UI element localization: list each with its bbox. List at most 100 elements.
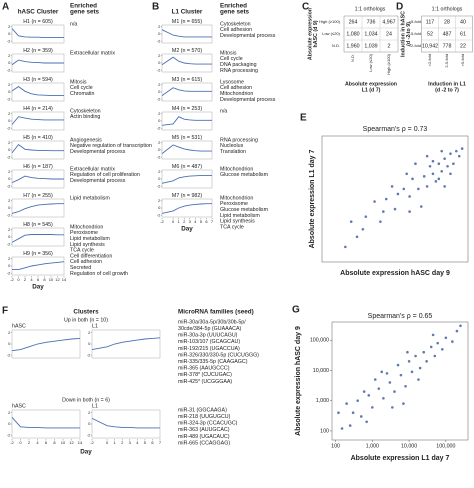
y-tick-label: -2 bbox=[7, 241, 11, 246]
x-tick-label: 3 bbox=[129, 440, 132, 445]
point bbox=[451, 340, 454, 343]
x-tick-label: 10,000 bbox=[401, 443, 417, 449]
y-tick-label: 2 bbox=[158, 198, 161, 203]
point bbox=[455, 149, 458, 153]
gene-set: Glucose metabolism bbox=[220, 207, 269, 213]
gene-set: Chromatin bbox=[70, 91, 94, 97]
x-tick-label: 14 bbox=[62, 277, 67, 282]
clusters-header: Clusters bbox=[73, 309, 99, 316]
point bbox=[425, 360, 428, 363]
point bbox=[382, 210, 385, 213]
cluster-name: H5 (n = 410) bbox=[23, 135, 53, 141]
mirna-header: MicroRNA families (seed) bbox=[178, 309, 254, 316]
mirna: miR-324-3p (CCACUGC) bbox=[178, 421, 238, 427]
x-axis-title: Day bbox=[80, 449, 92, 456]
table-cell: 1,960 bbox=[346, 43, 359, 49]
x-tick-label: 2 bbox=[24, 277, 27, 282]
table-cell: 1,039 bbox=[364, 43, 377, 49]
y-tick-label: 2 bbox=[8, 198, 11, 203]
trend-line bbox=[91, 337, 161, 351]
row-label: <2-fold bbox=[409, 43, 421, 48]
point bbox=[365, 420, 368, 424]
trend-line bbox=[11, 86, 64, 97]
point bbox=[379, 220, 382, 223]
sets-header: gene sets bbox=[220, 9, 250, 16]
col-label: <2-fold bbox=[427, 54, 432, 66]
y-tick-label: -2 bbox=[157, 212, 161, 217]
y-tick-label: 2 bbox=[8, 24, 11, 29]
y-tick-label: 2 bbox=[158, 111, 161, 116]
plot-frame bbox=[321, 135, 469, 263]
point bbox=[441, 348, 444, 351]
row-label: N.D. bbox=[332, 43, 340, 48]
col-label: High (≥100) bbox=[386, 53, 391, 75]
point bbox=[393, 390, 396, 393]
panel-label: E bbox=[300, 113, 307, 124]
y-tick-label: 0 bbox=[8, 118, 11, 123]
mirna: miR-30a-3p (UUUCAGU) bbox=[178, 333, 238, 339]
cluster-name: H9 (n = 356) bbox=[23, 251, 53, 257]
point bbox=[402, 402, 405, 405]
gene-set: Cell adhesion bbox=[70, 259, 102, 265]
point bbox=[404, 384, 407, 388]
point bbox=[417, 187, 420, 191]
y-tick-label: 0 bbox=[158, 118, 161, 123]
gene-set: Nucleolus bbox=[220, 143, 244, 149]
cluster-name: H2 (n = 359) bbox=[23, 48, 53, 54]
y-tick-label: 0 bbox=[8, 341, 11, 346]
table-cell: 2 bbox=[388, 43, 391, 49]
gene-set: DNA packaging bbox=[220, 62, 257, 68]
point bbox=[340, 427, 344, 430]
row-title: Absolute expression bbox=[307, 8, 313, 60]
x-tick-label: 10 bbox=[61, 440, 66, 445]
trend-line bbox=[161, 174, 212, 184]
y-tick-label: 1,000 bbox=[316, 398, 329, 404]
point bbox=[410, 370, 414, 374]
x-tick-label: 12 bbox=[69, 440, 74, 445]
y-tick-label: 0 bbox=[8, 60, 11, 65]
trend-line bbox=[11, 416, 80, 429]
panel-label: D bbox=[396, 2, 403, 13]
trend-line bbox=[11, 203, 64, 214]
cluster-name: H7 (n = 255) bbox=[23, 193, 53, 199]
cluster-name: H3 (n = 594) bbox=[23, 77, 53, 83]
y-tick-label: -2 bbox=[87, 432, 91, 437]
gene-set: Glucose metabolism bbox=[220, 172, 269, 178]
y-tick-label: 10,000 bbox=[313, 368, 329, 374]
point bbox=[382, 396, 385, 400]
x-tick-label: 2 bbox=[183, 219, 186, 224]
row-title: Induction in hASC bbox=[400, 11, 406, 57]
gene-set: RNA processing bbox=[220, 137, 258, 143]
point bbox=[348, 424, 352, 427]
y-tick-label: 2 bbox=[8, 140, 11, 145]
y-tick-label: 2 bbox=[8, 256, 11, 261]
gene-set: Developmental process bbox=[220, 97, 276, 103]
cluster-name: H6 (n = 187) bbox=[23, 164, 53, 170]
point bbox=[408, 195, 411, 198]
point bbox=[391, 406, 394, 409]
point bbox=[349, 220, 353, 223]
col-title: L1 (d 7) bbox=[362, 87, 381, 93]
x-axis-title: Absolute expression hASC day 9 bbox=[340, 270, 450, 277]
gene-set: Cell adhesion bbox=[220, 85, 252, 91]
plot-frame bbox=[331, 321, 469, 441]
y-tick-label: -2 bbox=[157, 125, 161, 130]
y-tick-label: 0 bbox=[8, 147, 11, 152]
gene-set: Cell cycle bbox=[220, 56, 243, 62]
cluster-header: L1 Cluster bbox=[172, 9, 203, 16]
cluster-name: hASC bbox=[12, 403, 26, 409]
gene-set: Peroxisome bbox=[70, 230, 98, 236]
table-cell: 117 bbox=[426, 19, 434, 25]
row-label: High (≥100) bbox=[319, 19, 341, 24]
gene-set: Extracellular matrix bbox=[70, 166, 115, 172]
x-axis-title: Day bbox=[181, 226, 193, 233]
gene-set: Lipid synthesis bbox=[70, 242, 105, 248]
cluster-name: hASC bbox=[12, 323, 26, 329]
point bbox=[429, 345, 433, 349]
cluster-name: H8 (n = 545) bbox=[23, 222, 53, 228]
gene-set: Mitochondrion bbox=[70, 224, 103, 230]
mirna: miR-218 (UUGUGCU) bbox=[178, 414, 231, 420]
cluster-header: hASC Cluster bbox=[18, 9, 59, 16]
x-tick-label: 8 bbox=[53, 440, 56, 445]
